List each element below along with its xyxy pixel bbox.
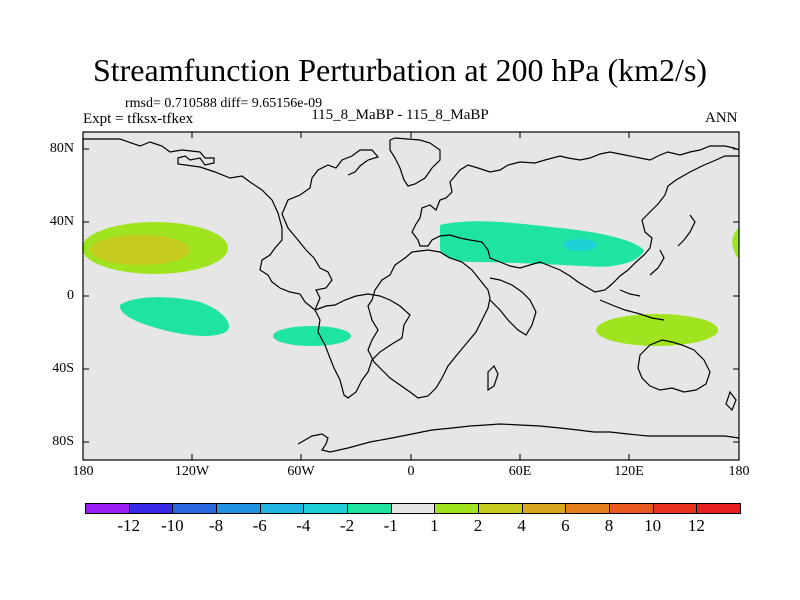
lat-label-0: 0 — [67, 288, 74, 303]
case-names: 115_8_MaBP - 115_8_MaBP — [311, 107, 489, 123]
axis-ticks — [83, 132, 739, 460]
colorbar-cell — [128, 503, 174, 514]
colorbar-label: -8 — [208, 516, 224, 535]
colorbar-cell — [434, 503, 479, 514]
lat-label-40n: 40N — [49, 214, 74, 229]
positive-anomaly-indian-ocean — [596, 314, 718, 346]
north-america-outline — [82, 138, 380, 311]
japan-outline — [677, 214, 696, 247]
lon-label-180-west: 180 — [72, 464, 94, 479]
negative-anomaly-asia-core — [563, 239, 597, 251]
colorbar-label: -6 — [252, 516, 267, 535]
lon-label-60e: 60E — [508, 464, 532, 479]
colorbar-cell — [259, 503, 305, 514]
colorbar-cell — [172, 503, 217, 514]
experiment-label: Expt = tfksx-tfkex — [83, 111, 194, 127]
colorbar-label: 6 — [561, 516, 570, 535]
lon-label-0: 0 — [407, 464, 415, 479]
colorbar-label: -1 — [383, 516, 398, 535]
colorbar-label: 1 — [430, 516, 439, 535]
eurasia-outline — [411, 145, 740, 293]
colorbar-label: -4 — [296, 516, 311, 535]
colorbar-cell — [696, 503, 741, 514]
colorbar-label: 10 — [644, 516, 662, 535]
colorbar-cell — [609, 503, 654, 514]
south-america-outline — [314, 293, 411, 399]
colorbar-cell — [652, 503, 698, 514]
negative-anomaly-south-america — [273, 326, 351, 346]
colorbar-label: -12 — [117, 516, 140, 535]
colorbar-label: -2 — [339, 516, 355, 535]
australia-outline — [637, 339, 711, 393]
negative-anomaly-asia — [440, 221, 644, 267]
lat-label-40s: 40S — [52, 361, 74, 376]
africa-outline — [367, 249, 491, 399]
colorbar-label: 2 — [473, 516, 483, 535]
colorbar-cell — [521, 503, 567, 514]
lon-label-120w: 120W — [174, 464, 210, 479]
madagascar-outline — [487, 364, 499, 392]
antarctica-outline — [297, 423, 740, 453]
new-zealand-outline — [725, 390, 737, 412]
positive-anomaly-west-inner — [90, 235, 190, 265]
colorbar-cell — [303, 503, 348, 514]
map-background — [83, 132, 739, 460]
colorbar-cell — [478, 503, 523, 514]
colorbar-cell — [216, 503, 261, 514]
lat-label-80s: 80S — [52, 434, 74, 449]
colorbar-cell — [565, 503, 610, 514]
lon-label-60w: 60W — [287, 464, 315, 479]
arabia-outline — [489, 277, 537, 336]
lat-label-80n: 80N — [49, 141, 74, 156]
positive-anomaly-east-edge — [732, 228, 739, 259]
colorbar-label: 8 — [604, 516, 614, 535]
negative-anomaly-south-pacific — [119, 297, 229, 336]
colorbar-cell — [390, 503, 436, 514]
season-label: ANN — [705, 110, 738, 126]
colorbar-label: 12 — [687, 516, 705, 535]
map-title: Streamfunction Perturbation at 200 hPa (… — [92, 52, 708, 88]
colorbar-cell — [85, 503, 130, 514]
colorbar-cell — [347, 503, 392, 514]
stats-text: rmsd= 0.710588 diff= 9.65156e-09 — [125, 96, 323, 111]
lon-label-120e: 120E — [614, 464, 644, 479]
lon-label-180-east: 180 — [728, 464, 750, 479]
greenland-outline — [389, 137, 441, 187]
colorbar-label: -10 — [160, 516, 184, 535]
land-outlines — [82, 137, 740, 453]
colorbar-label: 4 — [517, 516, 526, 535]
southeast-asia-islands — [599, 249, 665, 321]
